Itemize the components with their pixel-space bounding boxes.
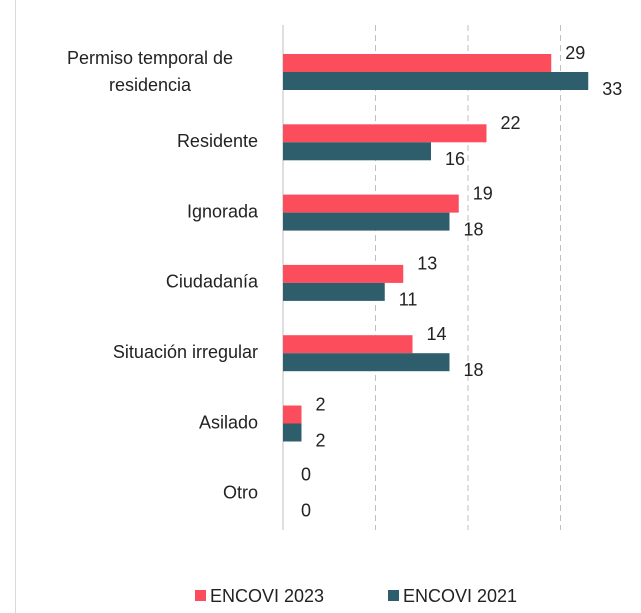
- y-tick-label: Ciudadanía: [166, 272, 259, 292]
- value-label: 18: [464, 219, 484, 239]
- value-label: 11: [399, 290, 418, 310]
- value-label: 14: [427, 324, 447, 344]
- bar: [283, 405, 302, 424]
- legend-label: ENCOVI 2021: [403, 586, 517, 606]
- bar: [283, 423, 302, 442]
- y-tick-label: Situación irregular: [113, 342, 258, 362]
- bar: [283, 212, 450, 231]
- value-label: 19: [473, 183, 493, 203]
- y-tick-label-line: Permiso temporal de: [67, 48, 233, 68]
- chart-frame: [15, 0, 16, 613]
- y-tick-label: Otro: [223, 483, 258, 503]
- bar: [283, 142, 431, 161]
- legend-swatch: [388, 590, 399, 601]
- y-tick-label: Asilado: [199, 412, 258, 432]
- value-label: 22: [501, 113, 521, 133]
- value-label: 2: [316, 394, 326, 414]
- value-label: 29: [565, 43, 585, 63]
- value-label: 18: [464, 360, 484, 380]
- y-tick-label: Ignorada: [187, 201, 259, 221]
- y-tick-label: Residente: [177, 131, 258, 151]
- legend-label: ENCOVI 2023: [210, 586, 324, 606]
- y-tick-label: Permiso temporal de residencia: [67, 48, 233, 95]
- bar: [283, 353, 450, 372]
- value-label: 0: [301, 465, 311, 485]
- y-tick-label-line: residencia: [109, 75, 192, 95]
- bar: [283, 335, 413, 354]
- value-label: 13: [417, 254, 437, 274]
- bar: [283, 264, 404, 283]
- bar: [283, 124, 487, 143]
- value-label: 2: [316, 430, 326, 450]
- value-label: 16: [445, 149, 465, 169]
- value-label: 0: [301, 501, 311, 521]
- value-label: 33: [602, 79, 622, 99]
- legend-swatch: [195, 590, 206, 601]
- bar: [283, 194, 459, 213]
- bar: [283, 282, 385, 301]
- bar: [283, 54, 552, 72]
- bar: [283, 72, 589, 90]
